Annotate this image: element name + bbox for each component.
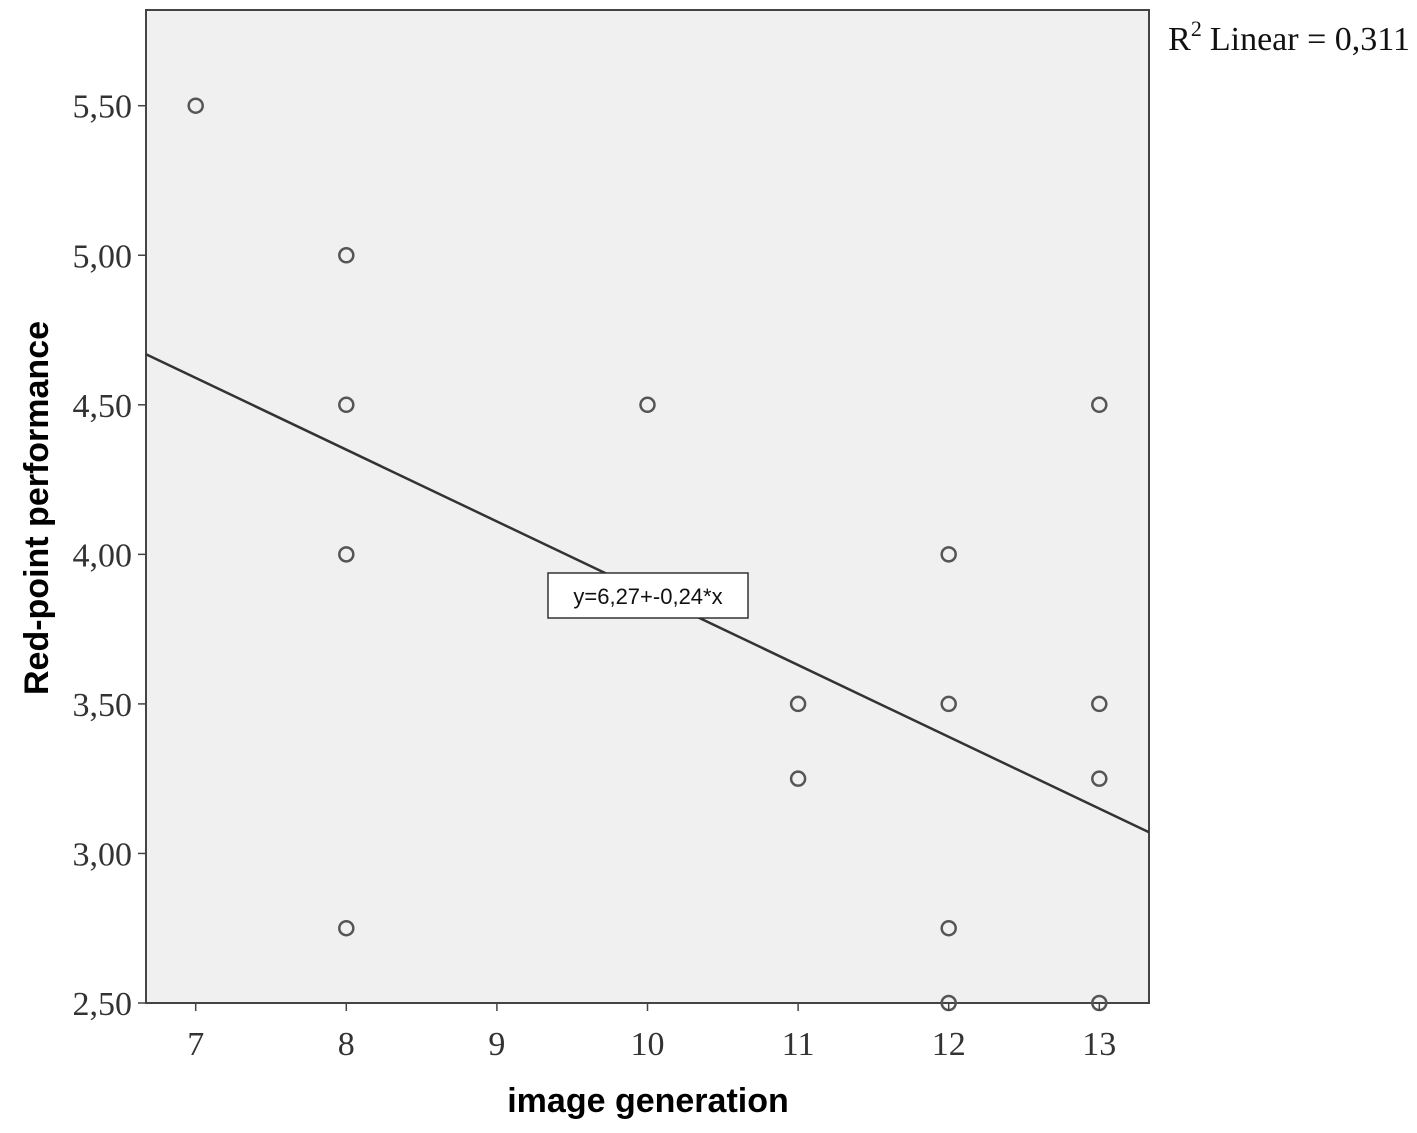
x-axis: 7 8 9 10 11 12 13 (187, 1003, 1116, 1063)
data-point (187, 97, 204, 114)
y-axis-title: Red-point performance (18, 321, 56, 695)
data-point (940, 695, 957, 713)
data-point (940, 546, 957, 563)
data-point (338, 396, 355, 414)
data-point (940, 919, 957, 937)
data-points (187, 97, 1108, 1012)
equation-label-box: y=6,27+-0,24*x (547, 572, 749, 619)
y-tick-label: 4,00 (73, 537, 133, 574)
y-tick-label: 2,50 (73, 986, 133, 1023)
data-point (338, 247, 355, 264)
equation-label: y=6,27+-0,24*x (573, 584, 722, 609)
x-tick-label: 8 (338, 1026, 355, 1063)
plot-area (145, 9, 1150, 1004)
x-tick-label: 9 (488, 1026, 505, 1063)
y-tick-label: 5,00 (73, 238, 133, 275)
x-tick-label: 10 (631, 1026, 665, 1063)
x-tick-label: 7 (187, 1026, 204, 1063)
x-tick-label: 13 (1082, 1026, 1116, 1063)
data-point (789, 770, 807, 787)
data-point (789, 695, 807, 713)
x-tick-label: 11 (782, 1026, 815, 1063)
data-point (338, 546, 355, 563)
data-point (639, 396, 656, 414)
r2-superscript: 2 (1191, 16, 1202, 41)
y-tick-label: 5,50 (73, 89, 133, 126)
data-point (1091, 396, 1108, 414)
r2-prefix: R (1168, 21, 1191, 58)
y-tick-label: 3,50 (73, 687, 133, 724)
data-point (1091, 695, 1108, 713)
x-tick-label: 12 (932, 1026, 966, 1063)
y-tick-label: 4,50 (73, 388, 133, 425)
r2-annotation: R2 Linear = 0,311 (1168, 16, 1410, 58)
r2-value: Linear = 0,311 (1210, 21, 1410, 58)
data-point (338, 919, 355, 937)
y-tick-label: 3,00 (73, 836, 133, 873)
data-point (1091, 770, 1108, 787)
y-axis: 2,50 3,00 3,50 4,00 4,50 5,00 5,50 (73, 89, 146, 1023)
x-axis-title: image generation (507, 1082, 789, 1120)
